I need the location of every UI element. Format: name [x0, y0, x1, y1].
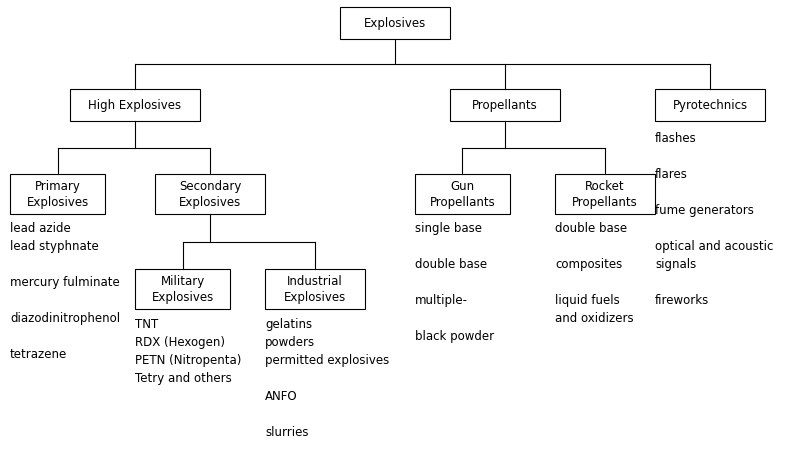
Text: Rocket
Propellants: Rocket Propellants — [572, 180, 638, 209]
FancyBboxPatch shape — [70, 90, 200, 122]
Text: Primary
Explosives: Primary Explosives — [26, 180, 89, 209]
Text: Industrial
Explosives: Industrial Explosives — [284, 275, 346, 304]
FancyBboxPatch shape — [135, 269, 230, 309]
FancyBboxPatch shape — [10, 174, 105, 214]
Text: flashes

flares

fume generators

optical and acoustic
signals

fireworks: flashes flares fume generators optical a… — [655, 132, 773, 306]
Text: TNT
RDX (Hexogen)
PETN (Nitropenta)
Tetry and others: TNT RDX (Hexogen) PETN (Nitropenta) Tetr… — [135, 317, 241, 384]
FancyBboxPatch shape — [655, 90, 765, 122]
Text: Gun
Propellants: Gun Propellants — [430, 180, 496, 209]
FancyBboxPatch shape — [415, 174, 510, 214]
FancyBboxPatch shape — [265, 269, 365, 309]
Text: Secondary
Explosives: Secondary Explosives — [179, 180, 241, 209]
Text: Propellants: Propellants — [472, 99, 538, 112]
FancyBboxPatch shape — [555, 174, 655, 214]
Text: Military
Explosives: Military Explosives — [152, 275, 213, 304]
Text: lead azide
lead styphnate

mercury fulminate

diazodinitrophenol

tetrazene: lead azide lead styphnate mercury fulmin… — [10, 222, 120, 360]
FancyBboxPatch shape — [450, 90, 560, 122]
FancyBboxPatch shape — [340, 8, 450, 40]
FancyBboxPatch shape — [155, 174, 265, 214]
Text: High Explosives: High Explosives — [88, 99, 181, 112]
Text: single base

double base

multiple-

black powder: single base double base multiple- black … — [415, 222, 494, 342]
Text: Explosives: Explosives — [364, 17, 426, 30]
Text: double base

composites

liquid fuels
and oxidizers: double base composites liquid fuels and … — [555, 222, 634, 325]
Text: Pyrotechnics: Pyrotechnics — [672, 99, 747, 112]
Text: gelatins
powders
permitted explosives

ANFO

slurries: gelatins powders permitted explosives AN… — [265, 317, 389, 438]
